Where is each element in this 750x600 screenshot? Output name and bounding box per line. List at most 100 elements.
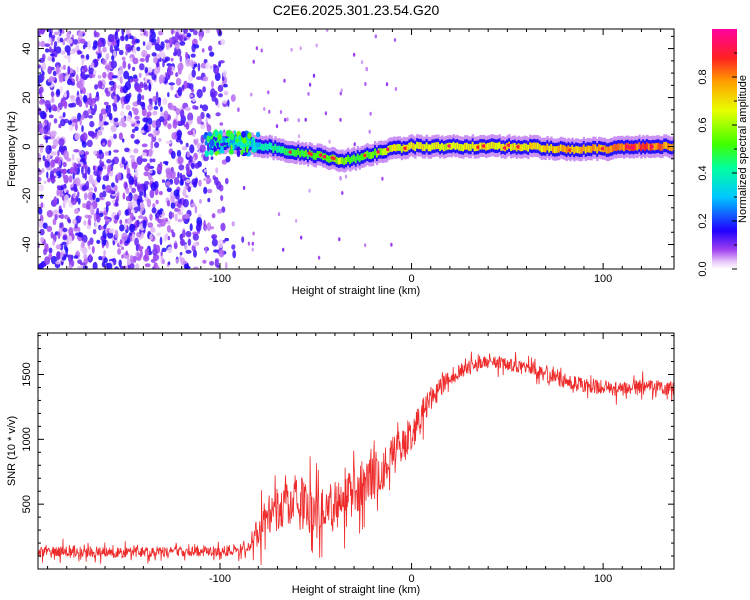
noise-speck [151,31,156,40]
noise-speck [207,188,213,194]
noise-speck [138,72,142,79]
noise-speck [136,198,141,206]
noise-speck [129,223,136,233]
noise-speck [113,85,116,92]
noise-speck [174,213,178,222]
noise-speck [185,230,192,238]
noise-speck [117,69,124,76]
noise-speck [96,130,103,136]
signal-burst [209,139,215,147]
noise-speck [110,182,115,188]
noise-speck [152,248,158,256]
signal-core [548,145,551,153]
noise-speck [106,262,113,269]
noise-speck [77,50,83,55]
signal-burst [250,139,254,148]
noise-speck [122,85,128,94]
y-tick-label: 500 [21,495,33,513]
signal-core [490,141,494,149]
noise-speck [167,102,172,109]
noise-speck [193,29,198,36]
signal-core [427,144,430,152]
spectrogram-frame [37,28,675,270]
noise-speck [153,57,158,64]
noise-speck [38,184,45,192]
noise-speck [203,219,206,228]
signal-core [354,156,358,164]
noise-speck [187,130,194,136]
noise-speck [38,207,43,215]
noise-speck [119,65,123,70]
noise-speck [46,171,49,179]
noise-speck [171,29,174,35]
noise-speck [187,58,191,65]
noise-speck [167,123,172,130]
signal-core [262,143,266,151]
noise-speck [80,54,85,59]
noise-speck [268,109,271,114]
signal-burst [215,130,218,137]
noise-speck [194,162,200,169]
noise-speck [199,144,206,153]
noise-speck [56,170,62,177]
signal-core [356,153,360,161]
signal-core [441,142,444,150]
signal-core [506,143,509,150]
noise-speck [79,82,84,91]
noise-speck [176,48,182,57]
signal-core [352,154,356,162]
noise-speck [219,122,224,126]
noise-speck [139,63,145,71]
noise-speck [38,64,41,69]
noise-speck [62,161,67,168]
noise-speck [85,180,90,190]
signal-burst [206,131,213,137]
spectrogram-x-label: Height of straight line (km) [292,285,420,297]
noise-speck [92,165,96,171]
signal-core [661,143,664,151]
signal-core [665,141,668,149]
noise-speck [143,254,150,262]
noise-speck [111,75,118,79]
signal-core [464,142,467,150]
noise-speck [105,218,111,223]
noise-speck [118,49,124,56]
signal-core [312,152,316,160]
signal-core [663,141,666,149]
noise-speck [60,50,66,56]
noise-speck [124,34,129,42]
noise-speck [374,34,377,39]
noise-speck [119,239,123,245]
noise-speck [66,89,70,99]
noise-speck [121,56,126,61]
noise-speck [324,111,328,116]
noise-speck [102,46,107,53]
noise-speck [122,192,126,200]
noise-speck [72,218,77,225]
noise-speck [179,55,183,63]
noise-speck [153,42,159,46]
signal-core [406,144,409,152]
noise-speck [180,233,184,240]
noise-speck [191,165,195,170]
noise-speck [50,151,57,156]
noise-speck [192,129,196,138]
noise-speck [38,263,44,269]
noise-speck [141,158,148,162]
noise-speck [178,34,183,42]
noise-speck [193,63,198,68]
noise-speck [92,229,97,235]
noise-speck [177,211,184,216]
noise-speck [110,125,117,133]
signal-burst [206,135,210,143]
signal-burst [245,146,249,153]
noise-speck [123,70,130,80]
noise-speck [102,142,106,146]
signal-burst [247,139,250,145]
signal-core [291,148,294,156]
noise-speck [92,73,95,78]
signal-burst [243,146,246,154]
noise-speck [188,73,193,82]
noise-speck [44,125,51,131]
noise-speck [46,225,53,232]
